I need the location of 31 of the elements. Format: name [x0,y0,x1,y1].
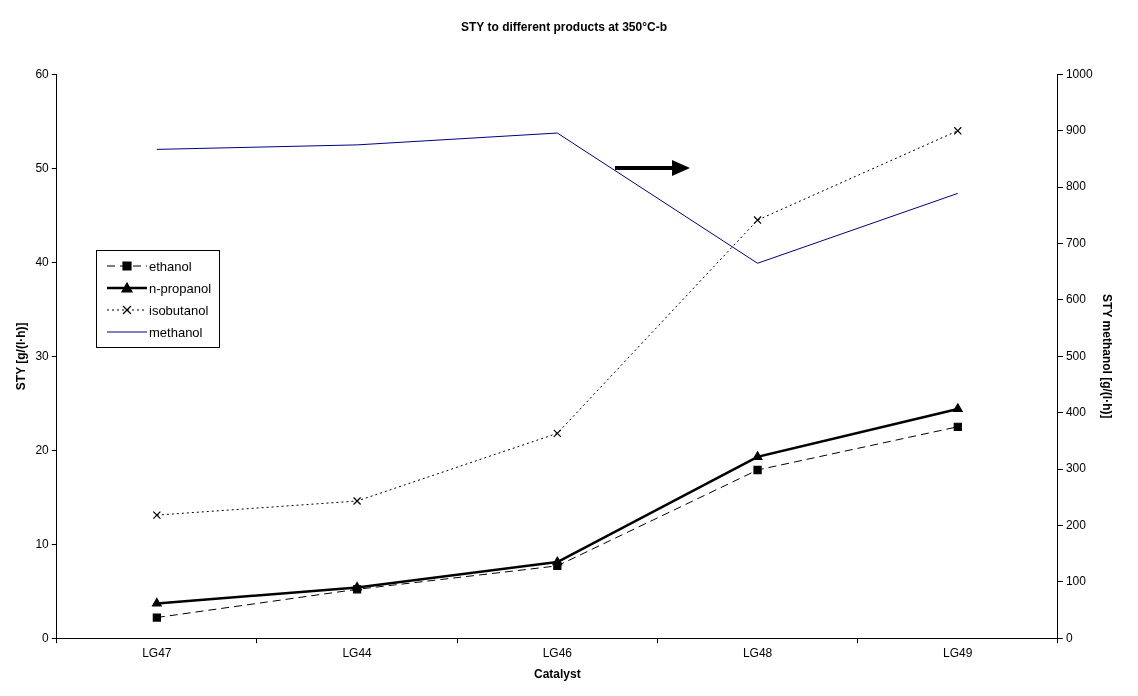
legend-label: isobutanol [149,302,209,318]
y-tick-label: 30 [35,348,50,363]
y2-tick-label: 700 [1065,235,1087,250]
legend-label: methanol [149,324,203,340]
legend-label: n-propanol [149,280,212,296]
x-tick-label: LG44 [342,645,373,660]
y2-tick-label: 1000 [1065,66,1093,81]
y2-tick-label: 800 [1065,179,1087,194]
x-tick-label: LG49 [943,645,973,660]
y2-tick-label: 900 [1065,123,1087,138]
y2-tick-label: 100 [1065,574,1087,589]
y2-tick-label: 500 [1065,348,1087,363]
y-tick-label: 20 [35,442,50,457]
x-tick-label: LG48 [742,645,773,660]
y-axis-title: STY [g/(l·h)] [13,322,28,391]
y-tick-label: 60 [35,66,50,81]
chart-title: STY to different products at 350°C-b [461,19,667,34]
y-tick-label: 40 [35,254,50,269]
y2-tick-label: 400 [1065,404,1087,419]
y2-tick-label: 600 [1065,292,1087,307]
y2-axis-title: STY methanol [g/(l·h)] [1100,294,1115,419]
x-axis-title: Catalyst [533,667,581,682]
x-tick-label: LG47 [142,645,172,660]
x-tick-label: LG46 [542,645,573,660]
legend-label: ethanol [149,258,192,274]
y-tick-label: 50 [35,160,50,175]
y2-tick-label: 0 [1065,630,1073,645]
y-tick-label: 10 [35,536,50,551]
y2-tick-label: 200 [1065,517,1087,532]
y2-tick-label: 300 [1065,461,1087,476]
y-tick-label: 0 [42,630,50,645]
